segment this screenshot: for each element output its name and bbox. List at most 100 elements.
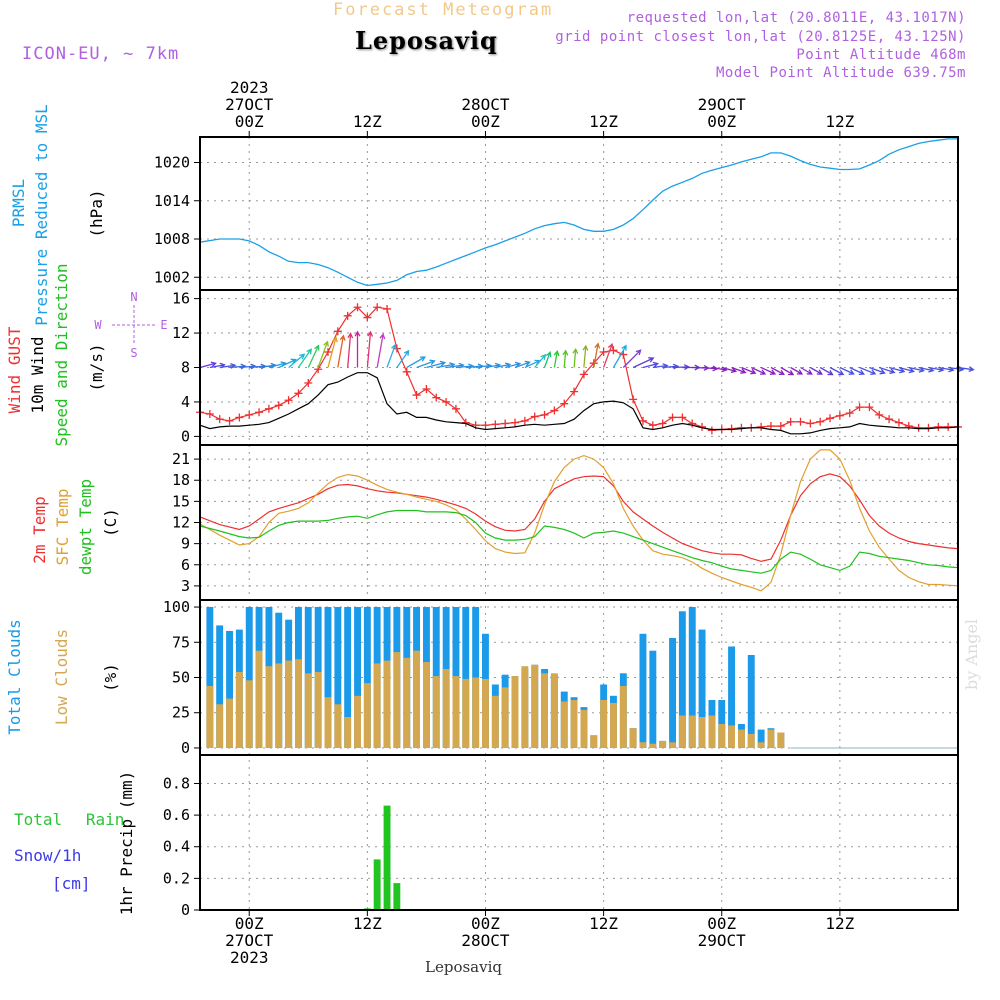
low-cloud-bar (216, 704, 224, 748)
low-cloud-bar (363, 683, 371, 748)
wind-direction-arrow (819, 366, 834, 376)
low-cloud-bar (678, 715, 686, 748)
gust-marker (383, 304, 392, 313)
gust-marker (638, 416, 647, 425)
gust-marker (688, 419, 697, 428)
low-cloud-bar (295, 659, 302, 748)
y-tick-label: 21 (172, 450, 190, 468)
footer-location: Leposaviq (425, 958, 502, 976)
y-tick-label: 8 (181, 359, 190, 377)
sfc-temp-line (199, 449, 959, 592)
x-tick-label-top: 12Z (825, 112, 854, 131)
low-cloud-bar (423, 662, 430, 748)
y-tick-label: 9 (181, 535, 190, 553)
x-tick-label-bottom: 12Z (589, 914, 618, 933)
gust-marker (255, 408, 264, 417)
x-tick-label-bottom: 00Z (707, 914, 736, 933)
low-cloud-bar (619, 686, 627, 748)
y-tick-label: 0 (181, 901, 190, 919)
temp-unit-label: (C) (101, 508, 120, 537)
low-cloud-bar (550, 673, 558, 748)
panel-frame (199, 136, 959, 291)
gust-marker (865, 403, 874, 412)
wind-unit-label: (m/s) (87, 343, 106, 391)
wind-direction-arrow (514, 360, 531, 369)
x-tick-label-top: 28OCT (461, 95, 510, 114)
gust-marker (402, 367, 411, 376)
precip-unit-label: 1hr Precip (mm) (117, 771, 136, 916)
gust-marker (776, 422, 785, 431)
wind-direction-arrow (642, 361, 660, 369)
page-title: Leposaviq (355, 26, 498, 55)
gust-marker (333, 327, 342, 336)
gust-marker (245, 410, 254, 419)
gust-marker (304, 379, 313, 387)
low-cloud-bar (590, 735, 598, 748)
wind-direction-arrow (859, 366, 877, 376)
y-tick-label: 18 (172, 471, 190, 489)
gust-marker (274, 401, 283, 410)
wind-direction-arrow (770, 366, 785, 376)
wind-direction-arrow (612, 344, 627, 368)
gust-marker (491, 420, 500, 429)
low-cloud-bar (226, 698, 233, 748)
wind-direction-arrow (278, 358, 297, 369)
low-cloud-bar (393, 652, 401, 748)
low-cloud-bar (462, 678, 470, 748)
wind-direction-arrow (426, 360, 447, 369)
point-altitude: Point Altitude 468m (796, 47, 966, 63)
compass-n: N (130, 290, 137, 304)
wind-line (199, 372, 959, 435)
y-tick-label: 12 (172, 324, 190, 342)
total-cloud-bar (688, 607, 696, 748)
gust-marker (924, 423, 933, 432)
gust-marker (225, 416, 234, 425)
gust-marker (757, 422, 766, 431)
low-cloud-bar (511, 676, 519, 748)
low-cloud-bar (531, 664, 539, 748)
grid-coords: grid point closest lon,lat (20.8125E, 43… (555, 29, 966, 45)
wind-direction-arrow (809, 366, 823, 375)
total-cloud-bar (245, 607, 253, 748)
low-cloud-bar (777, 732, 785, 748)
low-cloud-bar (570, 700, 578, 748)
y-tick-label: 1014 (154, 192, 190, 210)
gust-marker (264, 404, 273, 413)
x-tick-label-bottom: 12Z (353, 914, 382, 933)
total-cloud-bar (728, 646, 735, 748)
wind-direction-arrow (593, 342, 601, 368)
wind-direction-arrow (780, 366, 795, 376)
gust-marker (432, 393, 441, 402)
wind-direction-arrow (366, 330, 374, 368)
low-cloud-bar (639, 742, 647, 748)
rain-legend: Total Rain (14, 810, 124, 829)
low-cloud-bar (698, 717, 706, 748)
low-cloud-bar (728, 725, 735, 748)
low-cloud-bar (413, 650, 420, 748)
total-cloud-bar (747, 655, 755, 748)
low-cloud-bar (432, 676, 440, 748)
gust-marker (934, 422, 943, 431)
wind-direction-arrow (878, 366, 896, 374)
compass-w: W (94, 318, 102, 332)
low-cloud-bar (659, 740, 667, 748)
gust-marker (658, 419, 667, 428)
wind-direction-arrow (849, 366, 866, 376)
x-tick-label-top: 12Z (353, 112, 382, 131)
wind-direction-arrow (386, 343, 397, 368)
low-cloud-bar (580, 709, 588, 748)
x-tick-label-top: 27OCT (225, 95, 274, 114)
total-cloud-bar (226, 631, 233, 748)
wind-direction-arrow (505, 361, 522, 369)
panel-frame (199, 754, 959, 911)
dewpoint-label: dewpt Temp (76, 479, 95, 575)
gust-marker (353, 303, 362, 312)
gust-marker (215, 415, 224, 424)
y-tick-label: 25 (172, 704, 190, 722)
gust-marker (560, 399, 569, 408)
x-tick-label-top: 00Z (707, 112, 736, 131)
low-cloud-bar (403, 657, 411, 748)
rain-label-rain: Rain (85, 810, 125, 829)
wind-direction-arrow (622, 349, 642, 368)
gust-marker (826, 414, 835, 423)
